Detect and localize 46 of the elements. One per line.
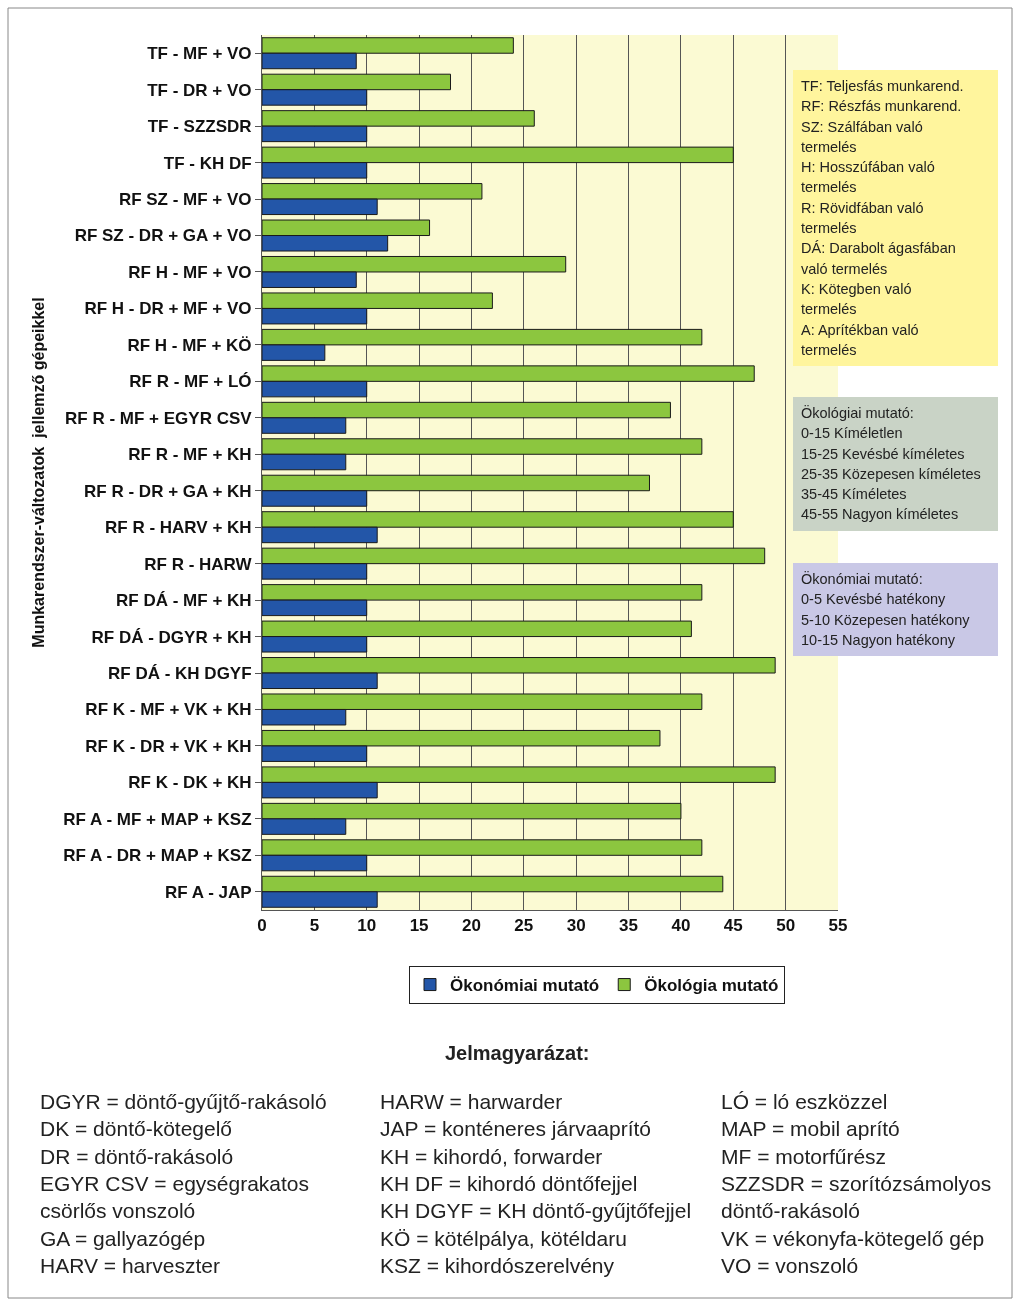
y-tick-label: RF DÁ - KH DGYF <box>108 663 252 683</box>
y-tick-label: RF R - MF + KH <box>128 445 252 465</box>
y-tick-label: RF R - MF + LÓ <box>129 372 252 392</box>
x-tick-label: 45 <box>723 916 743 936</box>
y-tick-label: RF DÁ - DGYR + KH <box>91 627 252 647</box>
x-tick-label: 40 <box>671 916 691 936</box>
y-tick-label: RF R - HARV + KH <box>105 518 252 538</box>
y-tick-label: RF A - DR + MAP + KSZ <box>63 846 252 866</box>
x-tick-label: 0 <box>257 916 267 936</box>
x-tick-label: 35 <box>619 916 639 936</box>
y-tick-label: TF - MF + VO <box>147 44 252 64</box>
x-tick-label: 25 <box>514 916 534 936</box>
text: Jelmagyarázat: <box>445 1042 590 1064</box>
y-tick-label: TF - KH DF <box>163 153 252 173</box>
y-tick-label: RF R - DR + GA + KH <box>84 481 252 501</box>
x-tick-label: 20 <box>461 916 481 936</box>
text: DGYR = döntő-gyűjtő-rakásoló DK = döntő-kötegelő DR = döntő-rakásoló EGYR CSV = egységrakatos csörlős vonszoló GA = gallyazógép HARV = harveszter <box>40 1090 327 1277</box>
x-tick-label: 5 <box>309 916 320 936</box>
x-tick-label: 15 <box>409 916 429 936</box>
y-tick-label: RF H - DR + MF + VO <box>84 299 252 319</box>
y-tick-label: RF SZ - DR + GA + VO <box>74 226 252 246</box>
x-tick-label: 10 <box>357 916 377 936</box>
y-tick-label: RF K - DK + KH <box>128 773 252 793</box>
y-tick-label: TF - DR + VO <box>147 80 252 100</box>
x-tick-label: 50 <box>776 916 796 936</box>
y-tick-label: TF - SZZSDR <box>147 117 252 137</box>
note-panel: Ökonómiai mutató: 0-5 Kevésbé hatékony 5-10 Közepesen hatékony 10-15 Nagyon hatékony <box>793 563 998 657</box>
text: HARW = harwarder JAP = konténeres járvaaprító KH = kihordó, forwarder KH DF = kihordó döntőfejjel KH DGYF = KH döntő-gyűjtőfejjel KÖ = kötélpálya, kötéldaru KSZ = kihordószerelvény <box>380 1090 692 1277</box>
y-tick-label: RF R - HARW <box>144 554 253 574</box>
y-axis-title: Munkarendszer-változatok jellemző gépeikkel <box>30 297 48 648</box>
y-tick-label: RF K - MF + VK + KH <box>85 700 252 720</box>
y-tick-label: RF A - JAP <box>165 882 252 902</box>
x-tick-label: 30 <box>566 916 586 936</box>
y-tick-label: RF H - MF + VO <box>128 262 252 282</box>
note-panel: Ökológiai mutató: 0-15 Kíméletlen 15-25 Kevésbé kíméletes 25-35 Közepesen kíméletes 35-45 Kíméletes 45-55 Nagyon kíméletes <box>793 397 998 531</box>
y-tick-label: RF SZ - MF + VO <box>118 190 252 210</box>
legend-label: Ökológia mutató <box>644 976 779 996</box>
note-panel: TF: Teljesfás munkarend. RF: Részfás munkarend. SZ: Szálfában való termelés H: Hosszúfában való termelés R: Rövidfában való termelés DÁ: Darabolt ágasfában való termelés K: Kötegben való termelés A: Aprítékban való termelés <box>793 70 998 367</box>
y-tick-label: RF H - MF + KÖ <box>127 335 252 355</box>
y-tick-label: RF R - MF + EGYR CSV <box>65 408 253 428</box>
y-tick-label: RF K - DR + VK + KH <box>85 736 252 756</box>
text: LÓ = ló eszközzel MAP = mobil aprító MF = motorfűrész SZZSDR = szorítózsámolyos döntő-rakásoló VK = vékonyfa-kötegelő gép VO = vonszoló <box>721 1090 992 1277</box>
y-tick-label: RF A - MF + MAP + KSZ <box>63 809 252 829</box>
legend-label: Ökonómiai mutató <box>450 976 600 996</box>
x-tick-label: 55 <box>828 916 848 936</box>
y-tick-label: RF DÁ - MF + KH <box>116 591 252 611</box>
